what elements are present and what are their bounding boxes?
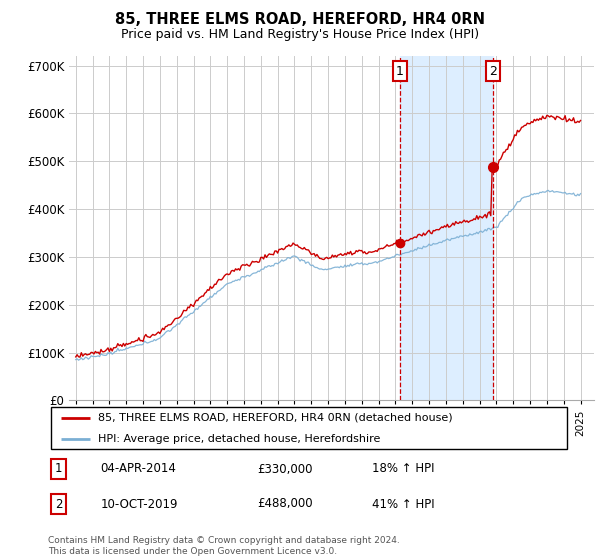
Text: 85, THREE ELMS ROAD, HEREFORD, HR4 0RN: 85, THREE ELMS ROAD, HEREFORD, HR4 0RN	[115, 12, 485, 27]
Text: HPI: Average price, detached house, Herefordshire: HPI: Average price, detached house, Here…	[98, 434, 380, 444]
Text: 10-OCT-2019: 10-OCT-2019	[100, 497, 178, 511]
Text: 1: 1	[55, 463, 62, 475]
Text: 04-APR-2014: 04-APR-2014	[100, 463, 176, 475]
Text: 2: 2	[55, 497, 62, 511]
Text: 2: 2	[489, 64, 497, 78]
Text: 41% ↑ HPI: 41% ↑ HPI	[371, 497, 434, 511]
Bar	[400, 56, 493, 400]
Text: Contains HM Land Registry data © Crown copyright and database right 2024.
This d: Contains HM Land Registry data © Crown c…	[48, 536, 400, 556]
FancyBboxPatch shape	[50, 407, 567, 449]
Text: £330,000: £330,000	[257, 463, 313, 475]
Text: £488,000: £488,000	[257, 497, 313, 511]
Text: 1: 1	[396, 64, 404, 78]
Text: 85, THREE ELMS ROAD, HEREFORD, HR4 0RN (detached house): 85, THREE ELMS ROAD, HEREFORD, HR4 0RN (…	[98, 413, 452, 423]
Text: 18% ↑ HPI: 18% ↑ HPI	[371, 463, 434, 475]
Text: Price paid vs. HM Land Registry's House Price Index (HPI): Price paid vs. HM Land Registry's House …	[121, 28, 479, 41]
